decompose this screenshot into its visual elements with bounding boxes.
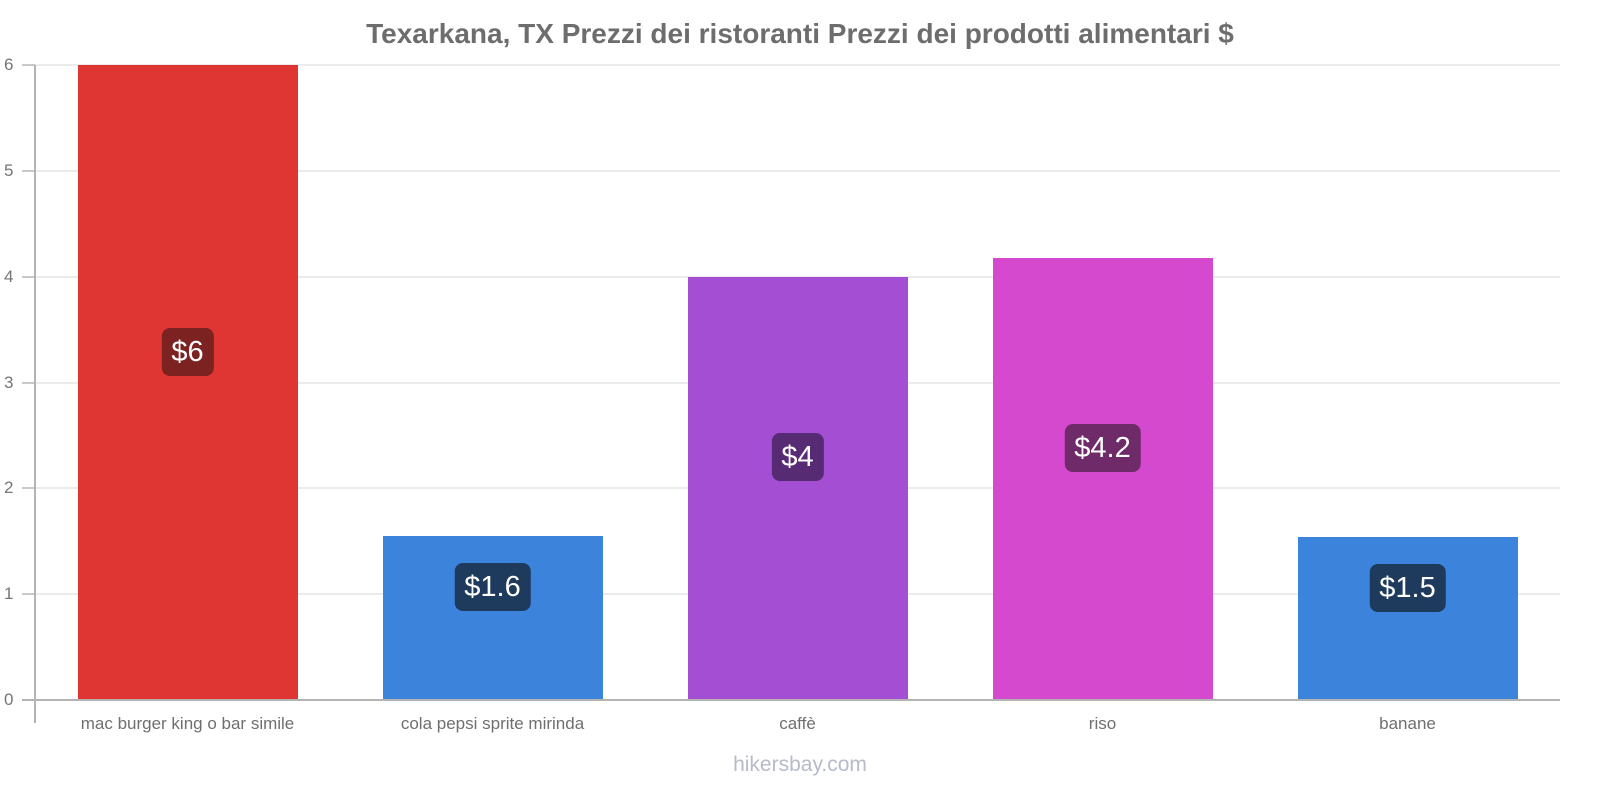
y-tick-label: 1 bbox=[4, 584, 14, 604]
y-tick-label: 2 bbox=[4, 478, 14, 498]
chart-title: Texarkana, TX Prezzi dei ristoranti Prez… bbox=[366, 18, 1234, 49]
bar-2: $1.6 bbox=[382, 535, 603, 700]
y-axis-line bbox=[34, 65, 36, 723]
gridline bbox=[35, 169, 1560, 172]
bar-value-badge: $1.6 bbox=[454, 562, 531, 611]
bar-value-badge: $4 bbox=[771, 433, 824, 482]
y-tick-mark bbox=[22, 169, 35, 172]
y-tick-mark bbox=[22, 275, 35, 278]
y-tick-mark bbox=[22, 64, 35, 66]
y-tick-label: 4 bbox=[4, 266, 14, 286]
y-tick-label: 6 bbox=[4, 55, 14, 74]
bar-5: $1.5 bbox=[1297, 537, 1518, 700]
y-tick-label: 3 bbox=[4, 372, 14, 392]
gridline bbox=[35, 64, 1560, 66]
bar-slot: $1.5 bbox=[1255, 65, 1560, 700]
x-axis-line bbox=[22, 699, 1560, 701]
x-axis-label: banane bbox=[1379, 714, 1436, 733]
bars-row: $6 $1.6 $4 $4.2 $1.5 bbox=[35, 65, 1560, 700]
x-axis-label: cola pepsi sprite mirinda bbox=[400, 714, 585, 733]
x-axis-labels: mac burger king o bar simile cola pepsi s… bbox=[35, 712, 1560, 736]
bar-3: $4 bbox=[687, 276, 908, 700]
y-tick-mark bbox=[22, 487, 35, 490]
y-tick-label: 0 bbox=[4, 690, 14, 709]
y-tick-mark bbox=[22, 593, 35, 596]
bar-slot: $4.2 bbox=[950, 65, 1255, 700]
bar-1: $6 bbox=[77, 65, 298, 700]
gridline bbox=[35, 275, 1560, 278]
bar-value-badge: $1.5 bbox=[1369, 563, 1446, 612]
plot-area: $6 $1.6 $4 $4.2 $1.5 bbox=[35, 64, 1560, 700]
watermark-text: hikersbay.com bbox=[733, 753, 867, 776]
bar-slot: $4 bbox=[645, 65, 950, 700]
bar-value-badge: $6 bbox=[161, 327, 214, 376]
y-tick-mark bbox=[22, 381, 35, 384]
x-axis-label: riso bbox=[1088, 714, 1117, 733]
x-axis-label: mac burger king o bar simile bbox=[80, 714, 295, 733]
x-axis-label: caffè bbox=[779, 714, 816, 733]
bar-slot: $6 bbox=[35, 65, 340, 700]
bar-4: $4.2 bbox=[992, 257, 1213, 700]
bar-value-badge: $4.2 bbox=[1064, 423, 1141, 472]
bar-slot: $1.6 bbox=[340, 65, 645, 700]
y-tick-label: 5 bbox=[4, 160, 14, 180]
